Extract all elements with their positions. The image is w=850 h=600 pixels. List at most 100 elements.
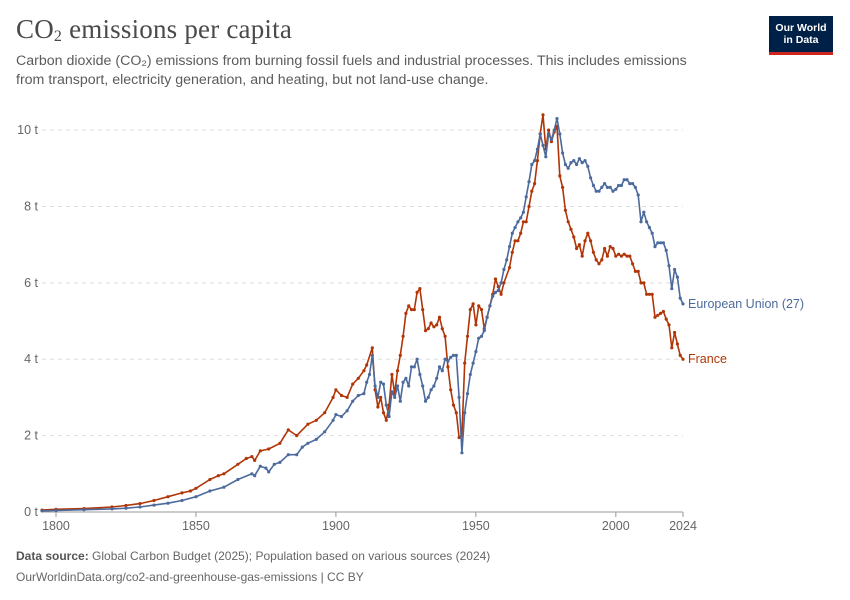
data-point-european-union-27 [603,182,607,186]
data-point-european-union-27 [619,183,624,188]
data-point-european-union-27 [513,225,517,230]
data-point-france [395,369,400,373]
data-point-france [681,357,685,361]
data-point-france [636,269,640,273]
data-point-france [362,369,366,373]
data-point-european-union-27 [485,315,489,319]
data-point-european-union-27 [440,369,444,373]
data-point-european-union-27 [82,508,86,512]
data-point-france [631,262,635,266]
data-point-european-union-27 [423,399,428,403]
data-point-european-union-27 [166,501,170,505]
data-point-france [180,491,184,495]
data-point-european-union-27 [505,258,509,262]
data-point-france [401,334,405,338]
data-point-european-union-27 [110,507,114,511]
x-tick-label: 1800 [42,519,70,533]
data-point-european-union-27 [631,182,635,186]
data-point-france [611,246,615,251]
data-point-european-union-27 [547,132,551,136]
data-point-france [468,308,472,312]
data-point-european-union-27 [457,395,461,399]
data-point-european-union-27 [429,388,433,392]
data-point-france [432,325,436,329]
data-point-european-union-27 [180,498,184,503]
data-point-france [381,411,386,415]
data-point-france [138,502,142,506]
data-point-european-union-27 [538,132,542,136]
data-point-france [437,315,442,319]
data-point-european-union-27 [544,155,548,159]
data-point-european-union-27 [625,178,629,182]
data-point-france [412,308,416,312]
data-point-france [454,411,458,415]
data-point-european-union-27 [449,355,453,359]
y-tick-label: 6 t [24,276,38,290]
data-point-france [194,486,198,490]
data-point-france [575,246,579,251]
title-rest: emissions per capita [62,14,293,44]
data-point-european-union-27 [208,489,212,493]
data-point-france [306,422,310,426]
data-point-european-union-27 [426,395,430,399]
data-point-european-union-27 [376,395,380,399]
data-point-france [524,220,528,224]
data-point-france [577,243,582,247]
data-point-european-union-27 [636,193,640,197]
data-point-france [667,323,671,327]
data-point-european-union-27 [365,380,369,384]
data-point-france [535,159,540,163]
series-line-france [41,114,684,511]
data-point-france [547,128,551,132]
data-point-european-union-27 [286,453,290,457]
data-point-france [569,227,573,231]
data-point-european-union-27 [614,187,618,191]
label-layer: France European Union (27) [688,297,804,366]
data-point-france [653,315,657,319]
data-point-france [603,246,607,251]
y-tick-label: 10 t [17,123,38,137]
data-point-france [678,353,682,357]
data-point-france [477,304,481,308]
data-point-european-union-27 [645,220,649,224]
data-point-european-union-27 [295,453,299,457]
data-point-france [334,388,338,392]
data-point-france [295,434,299,438]
series-label-european-union-27: European Union (27) [688,297,804,311]
chart-title: CO2 emissions per capita [16,14,292,46]
data-point-european-union-27 [664,248,668,252]
data-point-european-union-27 [611,189,615,193]
data-point-european-union-27 [356,393,360,398]
data-point-european-union-27 [577,157,582,161]
data-point-european-union-27 [530,162,534,167]
owid-logo[interactable]: Our World in Data [769,16,833,55]
data-point-european-union-27 [493,290,498,294]
data-point-france [563,208,568,212]
data-point-france [384,418,388,422]
data-point-european-union-27 [659,241,663,245]
data-point-france [530,189,534,193]
data-point-european-union-27 [499,281,503,285]
data-point-european-union-27 [362,392,366,396]
data-point-european-union-27 [524,195,528,199]
data-point-france [426,327,430,331]
data-point-european-union-27 [373,384,377,388]
data-point-france [541,113,545,117]
data-point-european-union-27 [575,162,579,167]
data-point-france [614,254,618,258]
data-point-european-union-27 [432,384,436,388]
data-point-france [527,204,531,209]
data-point-france [521,220,526,224]
data-point-france [457,435,461,440]
x-tick-label: 1900 [322,519,350,533]
data-point-european-union-27 [555,117,559,121]
series-label-france: France [688,352,727,366]
data-point-european-union-27 [446,359,450,363]
data-point-european-union-27 [628,182,632,186]
data-point-european-union-27 [54,508,58,513]
data-point-european-union-27 [633,185,638,189]
data-point-european-union-27 [381,382,386,386]
data-point-european-union-27 [250,472,254,476]
source-url[interactable]: OurWorldinData.org/co2-and-greenhouse-ga… [16,570,364,584]
data-point-france [507,266,512,270]
